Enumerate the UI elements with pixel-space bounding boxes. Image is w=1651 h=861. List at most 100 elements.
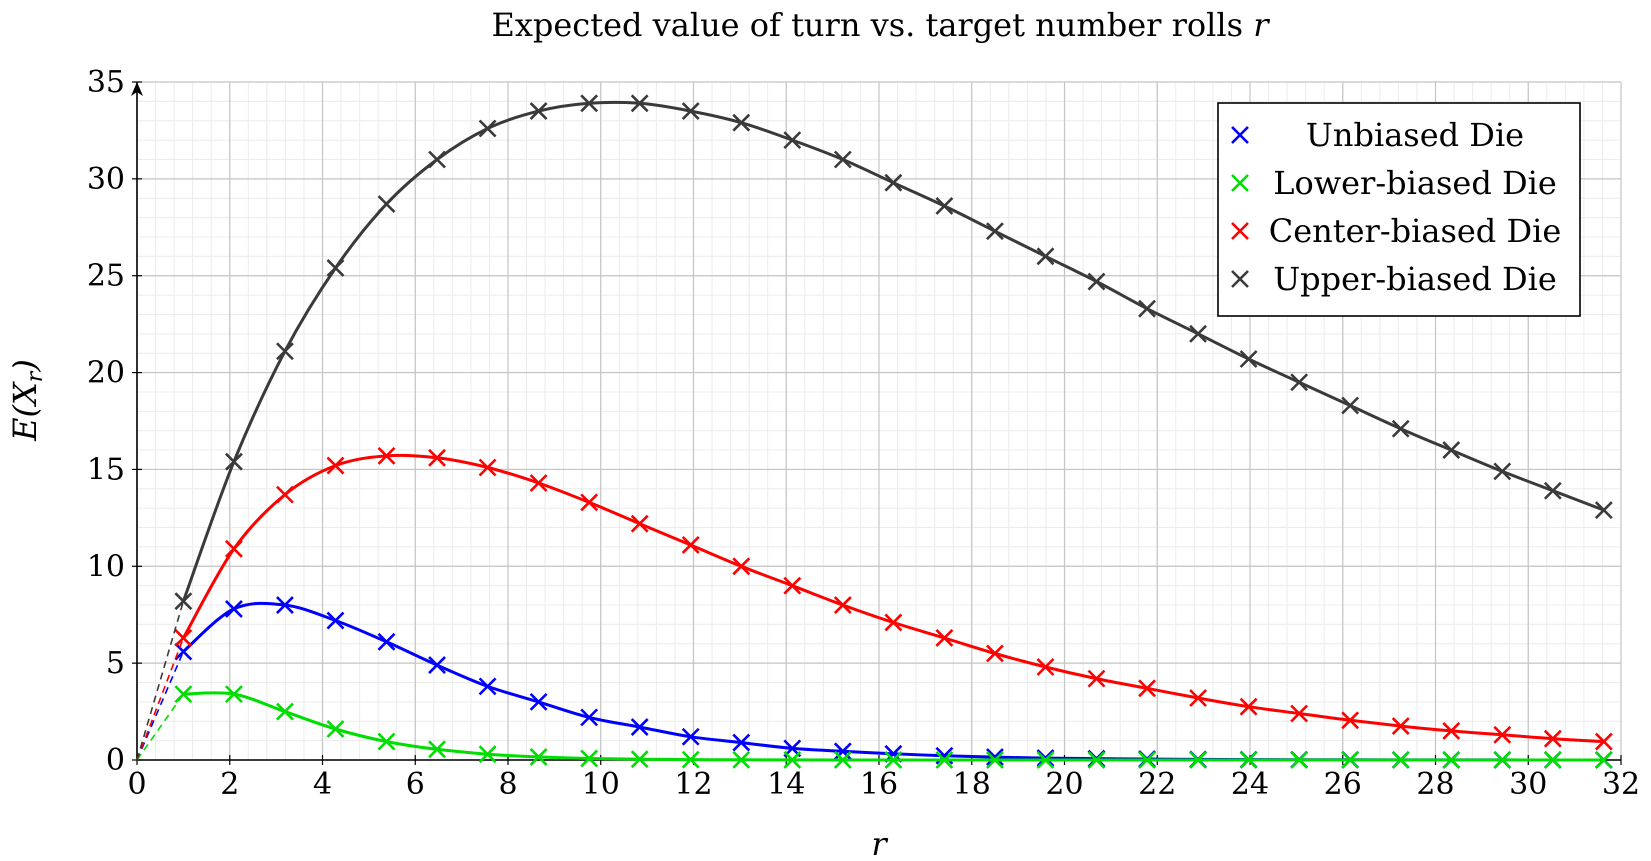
data-point-marker <box>935 197 954 215</box>
data-point-marker <box>732 750 751 769</box>
data-point-marker <box>326 456 345 475</box>
data-point-marker <box>225 539 243 558</box>
data-point-marker <box>377 632 396 651</box>
data-point-marker <box>428 740 446 759</box>
data-point-marker <box>174 642 193 661</box>
x-tick-label: 2 <box>220 767 239 802</box>
data-point-marker <box>681 102 700 120</box>
data-point-marker <box>377 732 396 751</box>
tick-labels: 0 2 4 6 8 10 12 14 16 18 20 22 24 26 28 30 3205101520253… <box>87 65 1640 802</box>
series-lead-in <box>136 651 185 761</box>
data-point-marker <box>276 702 294 721</box>
data-point-marker <box>1442 722 1461 740</box>
data-point-marker <box>529 692 548 711</box>
data-point-marker <box>478 677 497 696</box>
series-lead-in <box>136 600 185 761</box>
data-point-marker <box>276 342 294 361</box>
data-point-marker <box>1493 725 1512 744</box>
data-point-marker <box>478 458 497 477</box>
data-point-marker <box>1087 272 1106 291</box>
data-point-marker <box>1493 751 1512 769</box>
legend-label: Lower-biased Die <box>1273 164 1557 202</box>
data-point-marker <box>732 557 751 576</box>
data-point-marker <box>326 720 345 738</box>
x-tick-label: 26 <box>1324 767 1362 802</box>
data-point-marker <box>681 750 700 769</box>
data-point-marker <box>986 748 1004 767</box>
series-lower-biased-die <box>136 685 1613 769</box>
data-point-marker <box>225 685 243 704</box>
data-point-marker <box>1138 679 1156 698</box>
data-point-marker <box>478 119 497 138</box>
data-point-marker <box>1036 749 1055 767</box>
x-tick-label: 10 <box>582 767 620 802</box>
data-point-marker <box>1036 751 1055 769</box>
x-axis-label: r <box>871 825 888 861</box>
data-point-marker <box>377 446 396 465</box>
legend: Unbiased Die Lower-biased Die Center-biase… <box>1217 102 1581 317</box>
data-point-marker <box>1543 481 1562 500</box>
data-point-marker <box>529 747 548 766</box>
data-point-marker <box>630 750 649 769</box>
data-point-marker <box>884 173 903 192</box>
y-axis-arrow <box>131 82 143 96</box>
data-point-marker <box>1391 717 1410 736</box>
data-point-marker <box>478 745 497 764</box>
data-point-marker <box>986 644 1004 663</box>
data-point-marker <box>174 629 193 647</box>
data-point-marker <box>935 751 954 769</box>
x-tick-label: 28 <box>1416 767 1454 802</box>
data-point-marker <box>428 656 446 674</box>
data-point-marker <box>1493 462 1512 481</box>
y-tick-label: 35 <box>87 65 125 100</box>
y-tick-label: 25 <box>87 259 125 294</box>
data-point-marker <box>833 596 852 614</box>
legend-entry: Center-biased Die <box>1231 212 1561 250</box>
data-point-marker <box>833 751 852 769</box>
legend-marker <box>1231 126 1249 144</box>
data-point-marker <box>884 613 903 632</box>
data-point-marker <box>580 493 599 512</box>
data-point-marker <box>276 596 294 614</box>
series-center-biased-die <box>136 446 1613 761</box>
data-point-marker <box>529 102 548 120</box>
x-tick-label: 12 <box>674 767 712 802</box>
data-point-marker <box>630 514 649 533</box>
x-tick-label: 6 <box>406 767 425 802</box>
data-point-marker <box>1036 658 1055 676</box>
data-point-marker <box>1290 751 1309 769</box>
legend-marker <box>1231 222 1249 240</box>
data-point-marker <box>1239 751 1258 769</box>
data-point-marker <box>630 718 649 736</box>
data-point-marker <box>1391 419 1410 438</box>
x-tick-label: 30 <box>1509 767 1547 802</box>
series-upper-biased-die <box>136 94 1613 761</box>
data-point-marker <box>428 448 446 467</box>
legend-label: Upper-biased Die <box>1273 260 1557 298</box>
data-point-marker <box>833 150 852 169</box>
data-point-marker <box>833 742 852 761</box>
data-point-marker <box>630 94 649 113</box>
data-point-marker <box>681 536 700 554</box>
data-point-marker <box>1189 324 1207 343</box>
data-point-marker <box>1442 441 1461 459</box>
data-point-marker <box>276 485 294 504</box>
data-point-marker <box>1290 373 1309 392</box>
data-point-marker <box>1594 732 1613 751</box>
x-tick-label: 18 <box>953 767 991 802</box>
legend-label: Unbiased Die <box>1306 116 1524 154</box>
data-point-marker <box>1594 751 1613 769</box>
data-point-marker <box>1138 751 1156 769</box>
x-tick-label: 8 <box>498 767 517 802</box>
x-tick-label: 0 <box>127 767 146 802</box>
data-point-marker <box>783 576 802 595</box>
data-point-marker <box>1087 669 1106 688</box>
x-tick-label: 32 <box>1602 767 1640 802</box>
data-point-marker <box>174 685 193 704</box>
data-point-marker <box>732 113 751 132</box>
data-point-marker <box>1087 751 1106 769</box>
legend-marker <box>1231 270 1249 288</box>
data-point-marker <box>1543 751 1562 769</box>
series-lead-in <box>136 693 185 761</box>
